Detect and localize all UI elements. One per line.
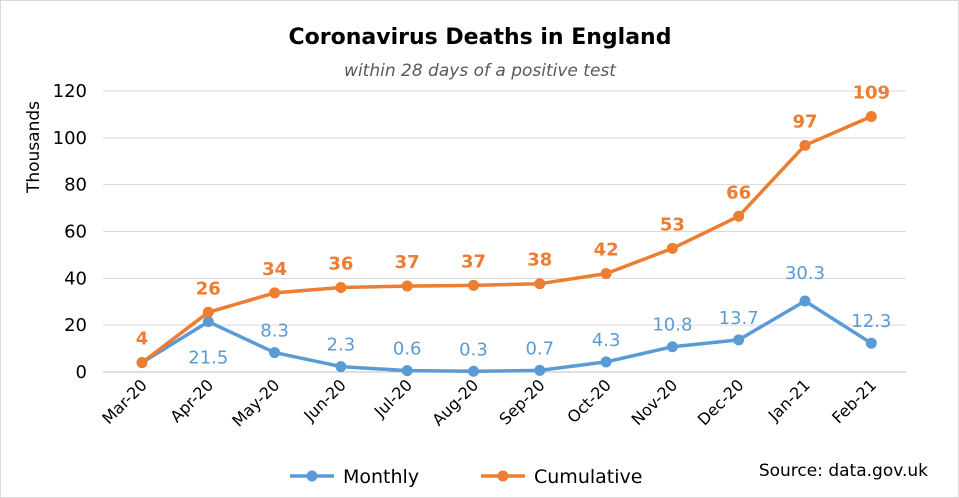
data-label-cumulative: 53 <box>660 214 685 235</box>
data-point-cumulative <box>865 111 877 123</box>
data-label-cumulative: 97 <box>792 111 817 132</box>
data-label-monthly: 0.6 <box>393 339 422 360</box>
data-point-monthly <box>335 361 347 373</box>
legend-marker-cumulative <box>497 470 509 482</box>
y-tick-label: 100 <box>53 128 87 149</box>
data-label-monthly: 30.3 <box>785 263 825 284</box>
y-axis-label: Thousands <box>24 101 44 194</box>
x-tick-label: Sep-20 <box>495 375 548 428</box>
data-label-cumulative: 4 <box>136 329 149 350</box>
data-point-cumulative <box>534 278 546 290</box>
data-label-monthly: 0.3 <box>459 339 488 360</box>
data-point-monthly <box>799 295 811 307</box>
data-point-cumulative <box>733 210 745 222</box>
data-point-cumulative <box>468 279 479 291</box>
x-tick-label: Mar-20 <box>98 375 151 428</box>
x-tick-label: Dec-20 <box>694 375 748 429</box>
data-point-cumulative <box>600 268 612 280</box>
data-point-cumulative <box>202 306 214 318</box>
data-point-monthly <box>269 347 281 359</box>
data-label-cumulative: 66 <box>726 182 751 203</box>
x-tick-label: Oct-20 <box>563 375 614 426</box>
y-tick-label: 60 <box>64 222 87 243</box>
x-tick-label: Feb-21 <box>828 375 880 427</box>
data-label-monthly: 0.7 <box>525 338 554 359</box>
data-label-cumulative: 37 <box>461 251 486 272</box>
data-point-cumulative <box>269 287 281 299</box>
data-label-cumulative: 109 <box>853 83 891 104</box>
data-point-monthly <box>600 356 612 368</box>
data-point-monthly <box>666 341 678 353</box>
x-tick-label: Jan-21 <box>764 375 814 425</box>
data-label-monthly: 2.3 <box>327 335 356 356</box>
legend-marker-monthly <box>306 470 318 482</box>
data-point-monthly <box>468 365 479 377</box>
data-point-cumulative <box>666 242 678 254</box>
legend-label-cumulative: Cumulative <box>534 466 642 488</box>
data-point-cumulative <box>799 139 811 151</box>
data-label-monthly: 10.8 <box>652 315 692 336</box>
data-point-monthly <box>534 364 546 376</box>
x-tick-label: Aug-20 <box>428 375 482 429</box>
series-line-cumulative <box>140 114 874 365</box>
data-point-cumulative <box>136 357 148 369</box>
x-tick-label: Jun-20 <box>299 375 349 425</box>
data-label-cumulative: 38 <box>527 250 552 271</box>
data-label-cumulative: 37 <box>395 252 420 273</box>
data-point-monthly <box>401 365 413 377</box>
y-tick-label: 20 <box>64 315 87 336</box>
data-label-cumulative: 36 <box>328 253 353 274</box>
data-point-monthly <box>865 337 877 349</box>
data-label-monthly: 12.3 <box>851 311 891 332</box>
data-label-cumulative: 42 <box>594 240 619 261</box>
data-point-cumulative <box>401 280 413 292</box>
data-label-monthly: 4.3 <box>592 330 621 351</box>
data-label-monthly: 21.5 <box>188 348 228 369</box>
data-label-monthly: 8.3 <box>260 321 289 342</box>
data-point-monthly <box>202 316 214 328</box>
data-label-monthly: 13.7 <box>719 308 759 329</box>
legend-label-monthly: Monthly <box>343 466 419 488</box>
x-tick-label: Apr-20 <box>166 375 217 426</box>
x-tick-label: Nov-20 <box>628 375 682 429</box>
chart-title: Coronavirus Deaths in England <box>289 25 672 50</box>
legend: Monthly Cumulative <box>290 466 642 488</box>
y-tick-label: 0 <box>76 362 87 383</box>
source-note: Source: data.gov.uk <box>759 461 928 481</box>
y-tick-label: 40 <box>64 268 87 289</box>
data-point-cumulative <box>335 281 347 293</box>
data-point-monthly <box>733 334 745 346</box>
x-tick-label: May-20 <box>228 375 283 430</box>
y-tick-label: 80 <box>64 175 87 196</box>
chart-subtitle: within 28 days of a positive test <box>344 61 617 81</box>
data-label-cumulative: 34 <box>262 259 287 280</box>
data-label-cumulative: 26 <box>196 278 221 299</box>
x-tick-label: Jul-20 <box>370 375 416 421</box>
series-line-monthly <box>140 299 874 374</box>
y-tick-label: 120 <box>53 81 87 102</box>
